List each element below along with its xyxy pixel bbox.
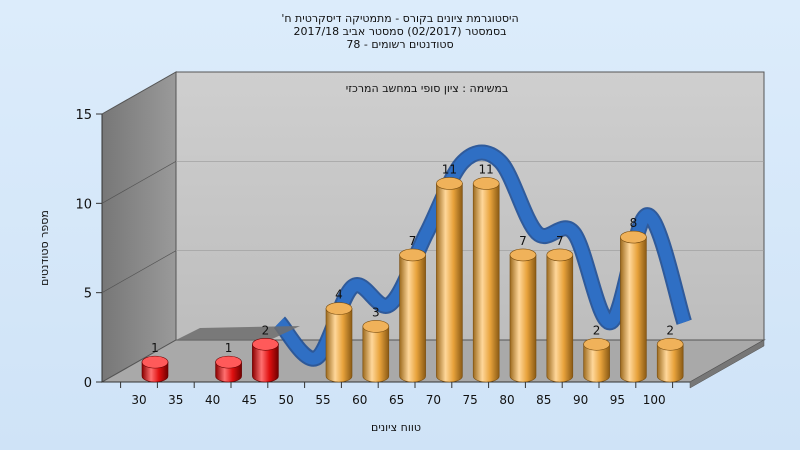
bar-55: 4 — [325, 288, 353, 383]
x-tick-label: 35 — [168, 393, 183, 407]
x-tick-label: 85 — [536, 393, 551, 407]
x-tick-label: 45 — [242, 393, 257, 407]
bar-top — [656, 337, 684, 351]
bar-top — [399, 248, 426, 262]
chart-title-block: היסטוגרמת ציונים בקורס - מתמטיקה דיסקרטי… — [150, 12, 650, 51]
bar-value-label: 11 — [442, 162, 457, 176]
chart-title-line-3: סטודנטים רשומים - 78 — [346, 38, 454, 51]
x-tick-label: 30 — [131, 393, 146, 407]
bar-65: 7 — [399, 234, 426, 383]
x-tick-label: 90 — [573, 393, 588, 407]
bar-value-label: 1 — [151, 341, 159, 355]
bar-90: 2 — [583, 323, 610, 383]
bar-body — [656, 343, 684, 383]
bar-70: 11 — [436, 162, 463, 383]
bar-top — [215, 355, 242, 369]
bar-body — [546, 254, 574, 383]
grid-line-left — [101, 161, 177, 204]
bar-top — [252, 337, 279, 351]
bar-value-label: 8 — [630, 216, 638, 230]
bar-body — [436, 183, 463, 383]
x-tick-label: 40 — [205, 393, 220, 407]
bar-body — [252, 343, 279, 383]
bar-top — [436, 177, 463, 190]
bar-value-label: 3 — [372, 305, 380, 319]
bar-60: 3 — [362, 305, 390, 383]
x-axis-label: טווח ציונים — [371, 421, 421, 434]
x-tick-label: 75 — [463, 393, 478, 407]
chart-title-line-1: היסטוגרמת ציונים בקורס - מתמטיקה דיסקרטי… — [281, 12, 519, 25]
x-tick-label: 55 — [315, 393, 330, 407]
floor-front-edge — [689, 339, 765, 389]
x-tick-label: 70 — [426, 393, 441, 407]
bar-top — [325, 302, 353, 315]
x-tick-label: 60 — [352, 393, 367, 407]
bar-value-label: 2 — [262, 323, 270, 337]
bar-30: 1 — [141, 341, 169, 383]
x-tick-label: 100 — [643, 393, 666, 407]
bar-body — [362, 326, 390, 383]
curve-floor-shadow — [176, 326, 300, 340]
bar-body — [583, 343, 610, 383]
bar-top — [472, 177, 500, 190]
bar-value-label: 7 — [556, 234, 564, 248]
bar-top — [620, 230, 647, 244]
bar-95: 8 — [620, 216, 647, 383]
y-tick-label: 15 — [75, 108, 92, 123]
bar-value-label: 1 — [225, 341, 233, 355]
bar-top — [546, 248, 574, 262]
bar-value-label: 4 — [335, 288, 343, 302]
grid-line-left — [101, 250, 177, 293]
y-tick-label: 0 — [84, 376, 92, 391]
chart-annotation: במשימה : ציון סופי במחשב המרכזי — [346, 82, 509, 95]
y-tick-label: 5 — [84, 287, 92, 302]
bar-value-label: 11 — [479, 162, 494, 176]
y-tick-label: 10 — [75, 197, 92, 212]
bar-100: 2 — [656, 323, 684, 383]
x-tick-label: 95 — [610, 393, 625, 407]
bar-45: 2 — [252, 323, 279, 383]
bar-value-label: 7 — [519, 234, 527, 248]
x-tick-label: 65 — [389, 393, 404, 407]
chart-title-line-2: בסמסטר (02/2017) סמסטר אביב 2017/18 — [293, 25, 507, 38]
bar-top — [583, 337, 610, 351]
bar-value-label: 7 — [409, 234, 417, 248]
bar-body — [472, 183, 500, 383]
bar-40: 1 — [215, 341, 242, 383]
bar-85: 7 — [546, 234, 574, 383]
bar-body — [325, 308, 353, 383]
bar-body — [399, 254, 426, 383]
bar-top — [141, 355, 169, 369]
x-tick-label: 50 — [279, 393, 294, 407]
bar-body — [620, 236, 647, 383]
y-axis-label: מספר סטודנטים — [38, 210, 51, 286]
bar-top — [362, 320, 390, 333]
bar-top — [509, 248, 537, 262]
bar-75: 11 — [472, 162, 500, 383]
x-tick-label: 80 — [499, 393, 514, 407]
bar-value-label: 2 — [593, 323, 601, 337]
bar-value-label: 2 — [666, 323, 674, 337]
bar-body — [509, 254, 537, 383]
left-wall — [101, 71, 177, 383]
bar-80: 7 — [509, 234, 537, 383]
back-wall — [175, 71, 765, 341]
